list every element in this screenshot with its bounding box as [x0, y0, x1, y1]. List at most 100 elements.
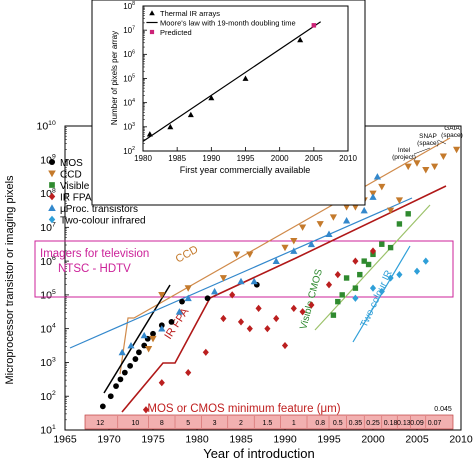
two-colour-infrared-legend-label: Two-colour infrared: [60, 215, 146, 226]
inset-y-axis-label: Number of pixels per array: [110, 31, 119, 125]
ir-fpa-point: [246, 325, 253, 333]
moores-law-line: [142, 21, 322, 142]
main-x-tick-label: 1995: [317, 434, 341, 446]
moore-s-law-with-19-month-doubling-time-legend-label: Moore's law with 19-month doubling time: [160, 19, 296, 28]
ccd-point: [395, 197, 403, 204]
mos-legend-marker: [48, 158, 56, 166]
intel-label-line1: Intel: [398, 147, 411, 154]
thermal-ir-arrays-legend-label: Thermal IR arrays: [160, 9, 220, 18]
proc-transistors-point: [307, 240, 315, 248]
mos-point: [168, 319, 175, 325]
proc-transistors-legend-label: μProc. transistors: [60, 204, 138, 215]
ir-fpa-point: [237, 318, 245, 326]
uproc-trend-line: [69, 197, 413, 349]
ir-fpa-point: [352, 257, 359, 265]
television-band-title: Imagers for television: [40, 248, 149, 260]
ccd-point: [281, 244, 289, 252]
proc-transistors-legend-marker: [48, 204, 56, 212]
ccd-point: [431, 163, 439, 171]
intel-label-line2: (project): [392, 154, 416, 161]
mos-trend-line: [103, 284, 171, 394]
ccd-legend-marker: [48, 170, 56, 178]
main-y-tick-label: 108: [40, 188, 56, 201]
two-colour-infrared-legend-marker: [48, 215, 56, 224]
main-y-tick-label: 103: [40, 356, 56, 369]
inset-x-tick-label: 2010: [339, 154, 357, 163]
inset-y-tick-label: 105: [123, 74, 135, 84]
proc-transistors-point: [158, 325, 166, 332]
ir-fpa-curve-label: IR FPA: [162, 305, 191, 341]
inset-x-axis-label: First year commercially available: [180, 165, 311, 175]
proc-transistors-point: [325, 230, 333, 237]
mos-legend-label: MOS: [60, 158, 83, 169]
thermal-ir-arrays-point: [242, 75, 249, 81]
ccd-point: [316, 221, 324, 228]
mos-point: [204, 295, 211, 302]
visible-cmos-point: [379, 241, 385, 247]
proc-transistors-point: [369, 193, 377, 200]
two-colour-infrared-point: [413, 267, 421, 275]
proc-transistors-point: [272, 257, 280, 264]
ccd-point: [246, 251, 254, 258]
inset-axis-ticks: [142, 5, 349, 152]
proc-transistors-point: [250, 277, 258, 285]
mos-point: [132, 356, 139, 362]
main-x-tick-label: 2000: [361, 434, 385, 446]
ccd-point: [453, 146, 461, 154]
feature-size-label: 12: [96, 420, 104, 427]
visible-cmos-point: [335, 298, 341, 305]
main-x-axis-label: Year of introduction: [203, 446, 315, 460]
snap-label-line2: (space): [417, 140, 439, 147]
ccd-point: [329, 214, 337, 221]
inset-x-tick-label: 2005: [305, 154, 323, 163]
ir-fpa-point: [185, 368, 192, 377]
main-x-tick-label: 2005: [405, 434, 429, 446]
main-y-tick-label: 1010: [36, 120, 55, 133]
mos-point: [136, 349, 142, 356]
main-y-tick-labels: 101 102 103 104 105 106 107 108 109 1010: [36, 120, 55, 437]
ir-fpa-point: [220, 314, 227, 323]
ccd-trend-line: [119, 137, 451, 375]
proc-transistors-point: [127, 341, 135, 349]
ccd-point: [233, 251, 241, 258]
television-band-subtitle: NTSC - HDTV: [58, 263, 131, 275]
two-colour-infrared-point: [352, 294, 359, 302]
main-x-tick-label: 2010: [449, 434, 473, 446]
ccd-point: [351, 204, 359, 211]
gaia-label-line2: (space): [441, 132, 463, 139]
inset-y-tick-label: 104: [123, 98, 135, 108]
proc-transistors-point: [211, 287, 219, 295]
ir-fpa-trend-line: [121, 185, 447, 413]
ir-fpa-point: [369, 247, 377, 255]
feature-size-labels: 12 10 8 5 3 2 1.5 1 0.8 0.5 0.35 0.25 0.18 0.13 0.09 0.…: [96, 416, 442, 428]
predicted-point: [311, 23, 317, 28]
visible-cmos-point: [365, 261, 372, 268]
ir-fpa-point: [229, 291, 236, 299]
gaia-label-line1: GAIA: [444, 125, 460, 132]
main-data-points: [99, 146, 461, 414]
television-band: [34, 240, 454, 298]
mos-point: [117, 376, 124, 383]
ir-fpa-legend-marker: [48, 192, 56, 201]
inset-data-points: [142, 21, 322, 142]
feature-size-label: 0.25: [366, 420, 380, 427]
feature-size-label: 0.8: [315, 420, 325, 427]
main-y-tick-label: 105: [40, 289, 56, 302]
main-x-tick-label: 1980: [185, 434, 209, 446]
thermal-ir-arrays-point: [187, 111, 194, 118]
two-colour-infrared-point: [396, 271, 403, 279]
ccd-point: [145, 346, 153, 353]
main-y-tick-label: 107: [40, 221, 56, 234]
feature-size-label: 2: [239, 420, 243, 427]
feature-size-label: 0.18: [384, 420, 398, 427]
ccd-point: [343, 204, 351, 211]
ccd-point: [413, 160, 421, 167]
predicted-legend-marker: [149, 29, 155, 35]
mos-point: [107, 393, 114, 400]
ir-fpa-point: [264, 325, 271, 333]
ir-fpa-point: [158, 379, 165, 387]
inset-x-tick-labels: 1980 1985 1990 1995 2000 2005 2010: [134, 154, 357, 163]
visible-cmos-point: [405, 211, 411, 217]
ir-fpa-point: [273, 314, 280, 323]
